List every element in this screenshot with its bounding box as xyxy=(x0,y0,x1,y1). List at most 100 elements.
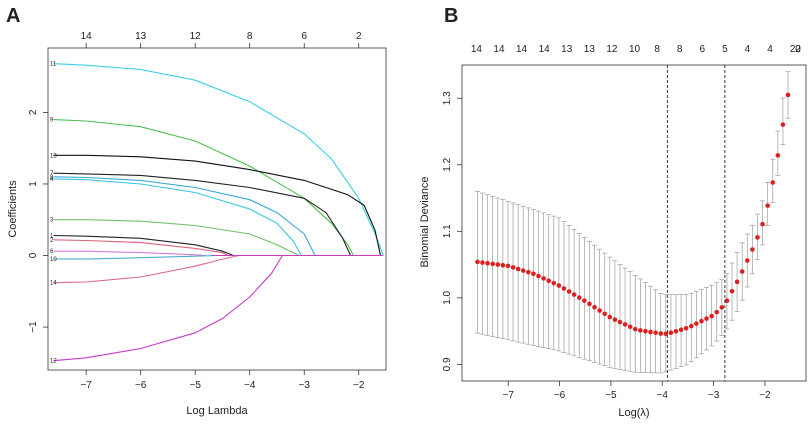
deviance-point xyxy=(780,122,786,127)
coef-path-7 xyxy=(53,172,352,256)
deviance-point xyxy=(587,301,592,307)
b-x-tick-label: −2 xyxy=(759,390,771,401)
coef-label-13: 13 xyxy=(50,153,57,159)
a-top-tick-label: 2 xyxy=(356,31,362,42)
deviance-point xyxy=(724,298,730,304)
b-x-tick-label: −4 xyxy=(657,390,669,401)
deviance-point xyxy=(648,329,653,335)
a-y-tick-label: 1 xyxy=(28,181,39,187)
deviance-point xyxy=(709,313,714,319)
deviance-point xyxy=(734,279,740,285)
panel-a-frame xyxy=(47,47,387,371)
deviance-point xyxy=(592,304,597,310)
deviance-point xyxy=(505,263,511,269)
deviance-point xyxy=(694,321,699,326)
b-top-tick-label: 2 xyxy=(790,44,796,55)
deviance-point xyxy=(658,331,664,336)
b-y-tick-label: 1.2 xyxy=(442,157,453,171)
deviance-point xyxy=(627,324,633,330)
b-top-tick-label: 12 xyxy=(606,44,618,55)
b-top-tick-label: 14 xyxy=(516,44,528,55)
coef-path-11 xyxy=(53,63,384,256)
b-top-tick-label: 6 xyxy=(700,44,706,55)
coef-label-14: 14 xyxy=(50,281,57,287)
deviance-point xyxy=(704,316,709,321)
coef-label-2: 2 xyxy=(50,238,54,244)
coef-path-3 xyxy=(53,219,300,256)
b-top-tick-label: 14 xyxy=(471,44,483,55)
coef-label-11: 11 xyxy=(50,62,57,68)
deviance-point xyxy=(760,221,765,227)
deviance-point xyxy=(714,309,720,315)
a-y-tick-label: −1 xyxy=(28,321,39,333)
deviance-point xyxy=(632,326,638,332)
deviance-point xyxy=(638,328,643,333)
deviance-point xyxy=(500,262,506,268)
b-x-tick-label: −7 xyxy=(503,390,515,401)
b-top-tick-label: 8 xyxy=(677,44,683,55)
deviance-point xyxy=(480,260,485,265)
deviance-point xyxy=(561,286,567,291)
deviance-point xyxy=(755,235,760,240)
panel-b-y-axis: 0.9 1.0 1.1 1.2 1.3 xyxy=(442,91,462,371)
a-x-tick-label: −5 xyxy=(189,380,201,391)
b-top-tick-label: 13 xyxy=(561,44,573,55)
deviance-point xyxy=(607,314,613,320)
panel-b-frame xyxy=(461,64,807,382)
deviance-point xyxy=(653,330,658,336)
coef-path-1 xyxy=(53,234,234,257)
deviance-point xyxy=(699,318,704,324)
deviance-point xyxy=(485,260,490,266)
b-top-tick-label: 2 xyxy=(795,44,801,55)
deviance-point xyxy=(744,258,750,263)
panel-b-label: B xyxy=(444,5,458,27)
deviance-point xyxy=(531,271,536,277)
coef-label-8: 8 xyxy=(50,175,54,181)
deviance-point xyxy=(688,323,694,329)
deviance-point xyxy=(643,328,648,334)
b-y-tick-label: 1.3 xyxy=(442,91,453,105)
deviance-point xyxy=(622,322,628,327)
deviance-point xyxy=(602,311,608,317)
deviance-point xyxy=(582,298,587,303)
b-x-tick-label: −3 xyxy=(708,390,720,401)
deviance-point xyxy=(597,308,602,313)
a-top-tick-label: 8 xyxy=(247,31,253,42)
panel-a-y-title: Coefficients xyxy=(7,180,19,238)
coef-label-1: 1 xyxy=(50,233,54,239)
coef-path-14 xyxy=(53,254,239,284)
b-top-tick-label: 4 xyxy=(745,44,751,55)
b-top-tick-label: 5 xyxy=(722,44,728,55)
b-y-tick-label: 1.1 xyxy=(442,224,453,238)
a-top-tick-label: 13 xyxy=(135,31,147,42)
a-x-tick-label: −4 xyxy=(244,380,256,391)
coef-path-9 xyxy=(53,119,354,256)
coef-label-9: 9 xyxy=(50,118,54,124)
deviance-point xyxy=(785,92,791,98)
panel-b-x-title: Log(λ) xyxy=(618,407,649,419)
b-y-tick-label: 1.0 xyxy=(442,290,453,304)
panel-b-y-title: Binomial Deviance xyxy=(419,176,431,267)
coef-path-10 xyxy=(53,254,218,260)
deviance-point xyxy=(475,259,480,265)
panel-a-top-axis: 14 13 12 8 6 2 xyxy=(81,31,362,48)
deviance-point xyxy=(683,325,689,331)
panel-a-label: A xyxy=(6,5,20,27)
deviance-point xyxy=(520,268,526,273)
deviance-point xyxy=(576,295,582,300)
deviance-point xyxy=(617,319,623,325)
b-top-tick-label: 14 xyxy=(493,44,505,55)
deviance-point xyxy=(495,262,501,267)
deviance-point xyxy=(668,330,674,336)
a-x-tick-label: −2 xyxy=(353,380,365,391)
a-x-tick-label: −7 xyxy=(80,380,92,391)
coef-path-13 xyxy=(53,154,382,256)
a-y-tick-label: 2 xyxy=(28,109,39,115)
coef-label-10: 10 xyxy=(50,257,57,263)
coef-label-6: 6 xyxy=(50,249,54,255)
deviance-point xyxy=(719,305,725,310)
coef-path-2 xyxy=(53,239,229,256)
deviance-point xyxy=(551,280,557,286)
